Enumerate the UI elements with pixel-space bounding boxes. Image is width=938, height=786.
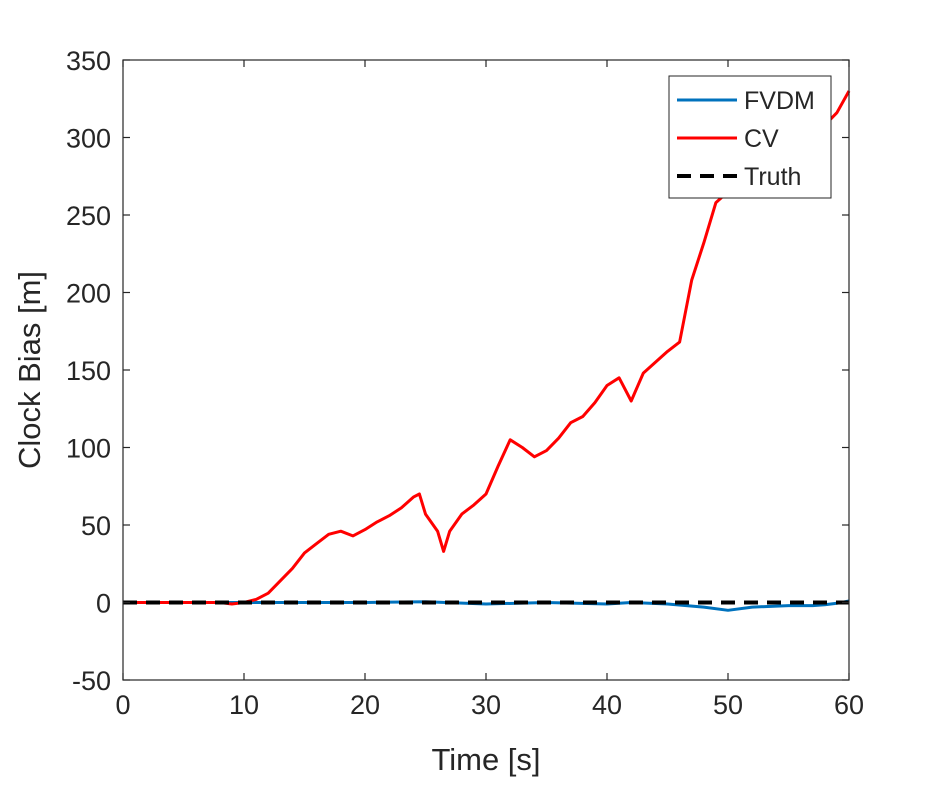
x-tick-label: 0 bbox=[115, 690, 130, 720]
y-tick-label: 150 bbox=[66, 356, 111, 386]
x-tick-label: 10 bbox=[229, 690, 259, 720]
y-tick-label: 0 bbox=[96, 589, 111, 619]
legend: FVDM CV Truth bbox=[668, 75, 832, 199]
legend-label-fvdm: FVDM bbox=[744, 87, 815, 115]
x-axis-ticks: 0 10 20 30 40 50 60 bbox=[115, 60, 864, 720]
x-tick-label: 20 bbox=[350, 690, 380, 720]
y-tick-label: 250 bbox=[66, 201, 111, 231]
y-tick-label: 350 bbox=[66, 46, 111, 76]
x-tick-label: 40 bbox=[592, 690, 622, 720]
x-tick-label: 30 bbox=[471, 690, 501, 720]
x-axis-label: Time [s] bbox=[431, 742, 540, 777]
y-tick-label: 200 bbox=[66, 279, 111, 309]
y-axis-ticks: -50 0 50 100 150 200 250 300 350 bbox=[66, 46, 849, 696]
y-tick-label: 50 bbox=[81, 511, 111, 541]
y-tick-label: -50 bbox=[72, 666, 111, 696]
legend-entries: FVDM CV Truth bbox=[677, 87, 815, 191]
x-tick-label: 60 bbox=[834, 690, 864, 720]
y-tick-label: 100 bbox=[66, 434, 111, 464]
legend-label-truth: Truth bbox=[744, 163, 801, 191]
y-axis-label: Clock Bias [m] bbox=[12, 271, 47, 469]
y-tick-label: 300 bbox=[66, 124, 111, 154]
x-tick-label: 50 bbox=[713, 690, 743, 720]
legend-label-cv: CV bbox=[744, 125, 779, 153]
